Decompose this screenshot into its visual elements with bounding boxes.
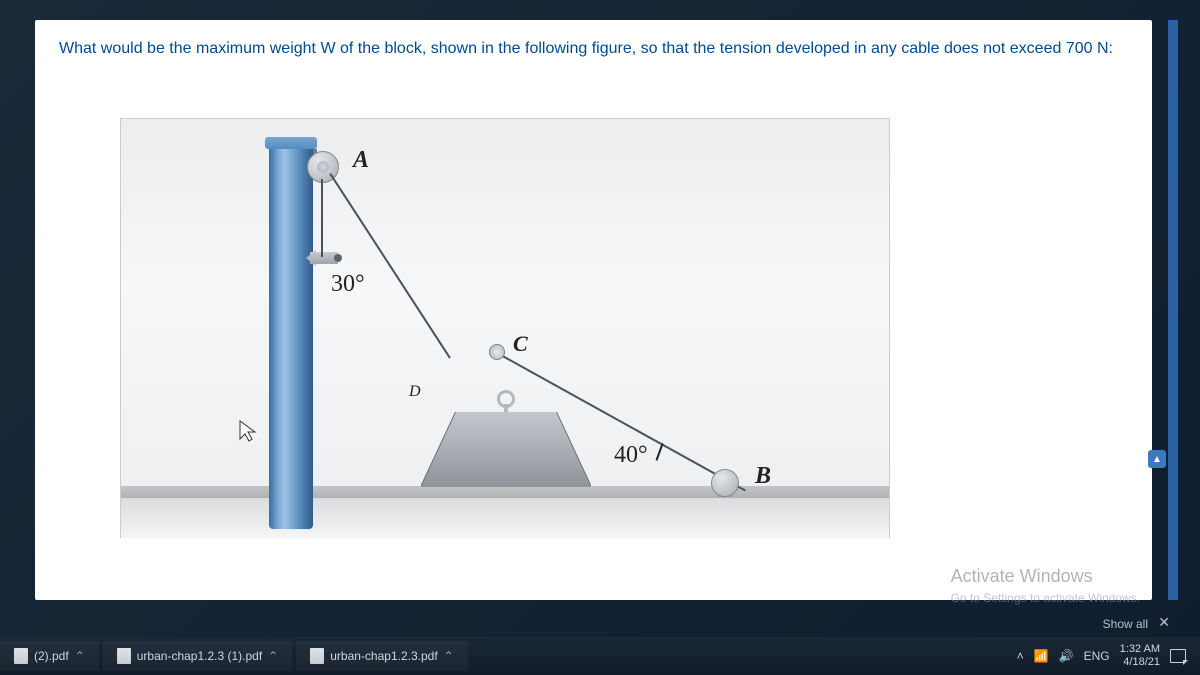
angle-40: 40° [614, 442, 648, 469]
question-text: What would be the maximum weight W of th… [59, 38, 1128, 60]
cable-a-to-c [329, 173, 450, 359]
windows-activation-watermark: Activate Windows Go to Settings to activ… [951, 566, 1140, 605]
download-item-1-label: (2).pdf [34, 649, 69, 663]
download-item-1[interactable]: (2).pdf ⌃ [0, 641, 99, 671]
chevron-down-icon[interactable]: ⌃ [268, 649, 278, 663]
pdf-icon [117, 648, 131, 664]
language-indicator[interactable]: ENG [1084, 649, 1110, 663]
download-item-3-label: urban-chap1.2.3.pdf [330, 649, 437, 663]
vertical-pole [269, 141, 313, 529]
downloads-show-all[interactable]: Show all [1103, 617, 1148, 631]
system-tray[interactable]: ˄ 📶 🔊 ENG 1:32 AM 4/18/21 [1017, 643, 1200, 668]
clock-date: 4/18/21 [1120, 656, 1160, 669]
windows-taskbar[interactable]: (2).pdf ⌃ urban-chap1.2.3 (1).pdf ⌃ urba… [0, 637, 1200, 675]
chevron-down-icon[interactable]: ⌃ [444, 649, 454, 663]
tray-expand-icon[interactable]: ˄ [1017, 649, 1024, 663]
network-icon[interactable]: 📶 [1034, 649, 1049, 663]
scroll-up-button[interactable]: ▲ [1148, 450, 1166, 468]
downloads-close-icon[interactable]: ✕ [1158, 614, 1170, 631]
angle-30: 30° [331, 271, 365, 298]
weight-block [421, 412, 591, 487]
ring-c [489, 344, 505, 360]
pdf-icon [310, 648, 324, 664]
watermark-line2: Go to Settings to activate Windows. [951, 591, 1140, 605]
pdf-icon [14, 648, 28, 664]
chevron-down-icon[interactable]: ⌃ [75, 649, 85, 663]
pin-d [334, 254, 342, 262]
adjacent-window-sliver [1168, 20, 1178, 600]
label-d: D [409, 383, 421, 401]
action-center-icon[interactable] [1170, 649, 1186, 663]
volume-icon[interactable]: 🔊 [1059, 649, 1074, 663]
label-a: A [353, 147, 369, 174]
problem-figure: A B C D 30° 40° [120, 118, 890, 538]
watermark-line1: Activate Windows [951, 566, 1140, 587]
clock[interactable]: 1:32 AM 4/18/21 [1120, 643, 1160, 668]
cursor-icon [238, 419, 258, 443]
pulley-b [711, 469, 739, 497]
clock-time: 1:32 AM [1120, 643, 1160, 656]
download-item-2[interactable]: urban-chap1.2.3 (1).pdf ⌃ [103, 641, 292, 671]
page-content: What would be the maximum weight W of th… [35, 20, 1152, 600]
download-item-3[interactable]: urban-chap1.2.3.pdf ⌃ [296, 641, 467, 671]
label-b: B [755, 463, 771, 490]
download-item-2-label: urban-chap1.2.3 (1).pdf [137, 649, 262, 663]
cable-a-to-d [321, 179, 323, 257]
label-c: C [513, 331, 528, 357]
pole-cap [265, 137, 317, 149]
block-eyelet [491, 384, 521, 414]
floor [121, 486, 889, 498]
